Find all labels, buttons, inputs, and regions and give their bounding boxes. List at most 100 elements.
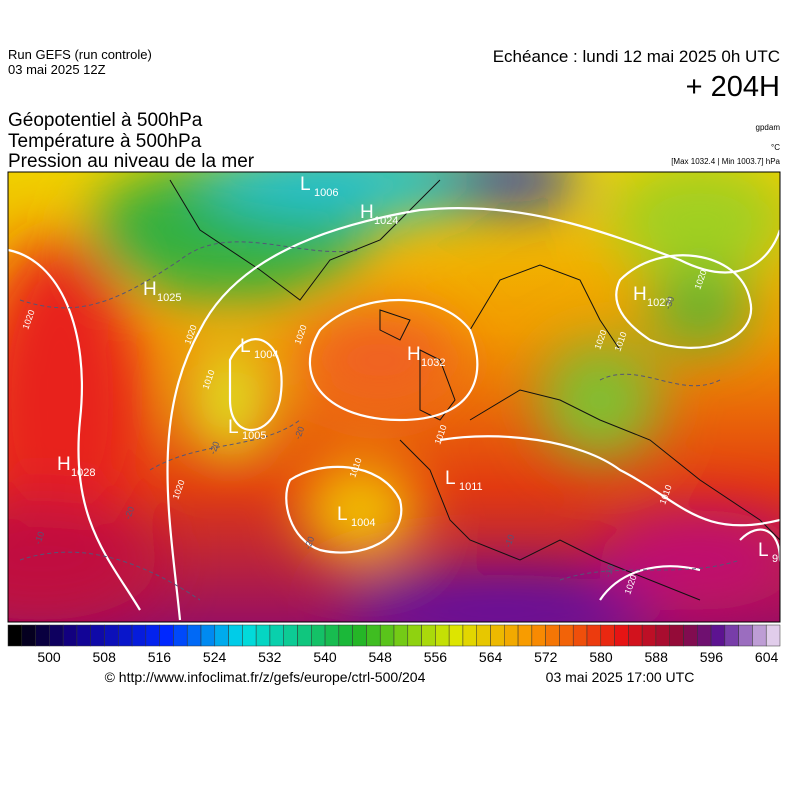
colorbar-label: 532	[258, 649, 282, 665]
colorbar-swatch	[283, 624, 298, 647]
colorbar-swatch	[297, 624, 312, 647]
colorbar-swatch	[21, 624, 36, 647]
colorbar-swatch	[311, 624, 326, 647]
isotherm-label: -30	[662, 295, 676, 311]
colorbar-swatch	[145, 624, 160, 647]
center-type: H	[360, 202, 374, 223]
center-pressure: 1028	[71, 467, 95, 479]
lead-time: + 204H	[686, 71, 780, 103]
colorbar-swatch	[435, 624, 450, 647]
colorbar-label: 596	[700, 649, 724, 665]
isotherm-label: -10	[32, 530, 46, 546]
colorbar-label: 524	[203, 649, 227, 665]
center-type: L	[758, 540, 769, 561]
center-type: L	[300, 174, 311, 195]
field-name: Température à 500hPa	[8, 131, 202, 152]
colorbar-swatch	[49, 624, 64, 647]
center-pressure: 1027	[647, 297, 671, 309]
colorbar-swatch	[600, 624, 615, 647]
colorbar-swatch	[490, 624, 505, 647]
colorbar-swatch	[476, 624, 491, 647]
colorbar-swatch	[186, 624, 202, 647]
center-pressure: 1006	[314, 187, 338, 199]
colorbar-swatch	[586, 624, 602, 647]
colorbar-swatch	[242, 624, 257, 647]
colorbar-swatch	[572, 624, 588, 647]
colorbar-swatch	[338, 624, 353, 647]
colorbar-swatch	[90, 624, 105, 647]
colorbar: 500 508 516 524 532 540 548 556 564 572 580 588 596 6…	[7, 624, 781, 665]
colorbar-swatch	[173, 624, 188, 647]
center-pressure: 1005	[242, 430, 266, 442]
colorbar-label: 500	[37, 649, 61, 665]
colorbar-swatch	[421, 624, 436, 647]
colorbar-label: 572	[534, 649, 558, 665]
colorbar-swatch	[407, 624, 422, 647]
run-date: 03 mai 2025 12Z	[8, 62, 106, 77]
colorbar-swatch	[545, 624, 560, 647]
colorbar-swatch	[697, 624, 712, 647]
center-pressure: 1032	[421, 357, 445, 369]
colorbar-swatch	[200, 624, 216, 647]
center-pressure: 1011	[459, 481, 483, 493]
unit: °C	[771, 143, 780, 152]
isotherm-label: -20	[207, 440, 221, 456]
isotherm-label: -10	[602, 563, 616, 579]
colorbar-swatch	[35, 624, 50, 647]
center-type: L	[337, 504, 348, 525]
colorbar-swatch	[366, 624, 381, 647]
colorbar-swatch	[641, 624, 657, 647]
colorbar-swatch	[448, 624, 464, 647]
center-pressure: 1004	[254, 349, 278, 361]
colorbar-swatch	[62, 624, 78, 647]
center-type: H	[57, 454, 71, 475]
colorbar-swatch	[628, 624, 643, 647]
colorbar-swatch	[559, 624, 574, 647]
center-type: H	[407, 344, 421, 365]
center-type: L	[445, 468, 456, 489]
isotherm-label: -20	[292, 425, 306, 441]
colorbar-swatch	[752, 624, 767, 647]
colorbar-swatch	[269, 624, 284, 647]
colorbar-swatch	[531, 624, 546, 647]
colorbar-label: 564	[479, 649, 503, 665]
colorbar-swatch	[710, 624, 726, 647]
colorbar-label: 580	[589, 649, 613, 665]
field-name: Pression au niveau de la mer	[8, 151, 255, 172]
issue-time: 03 mai 2025 17:00 UTC	[546, 669, 695, 685]
colorbar-label: 604	[755, 649, 779, 665]
isotherm-label: -10	[502, 533, 516, 549]
colorbar-swatch	[462, 624, 477, 647]
forecast-valid: Echéance : lundi 12 mai 2025 0h UTC	[493, 47, 780, 66]
colorbar-swatch	[517, 624, 533, 647]
colorbar-swatch	[724, 624, 739, 647]
colorbar-swatch	[159, 624, 174, 647]
colorbar-label: 516	[148, 649, 172, 665]
colorbar-swatch	[669, 624, 684, 647]
colorbar-swatch	[683, 624, 698, 647]
isobars	[8, 206, 780, 621]
colorbar-swatch	[352, 624, 367, 647]
colorbar-label: 540	[313, 649, 337, 665]
colorbar-swatch	[379, 624, 395, 647]
center-pressure: 1025	[157, 292, 181, 304]
unit: [Max 1032.4 | Min 1003.7] hPa	[671, 157, 780, 166]
center-type: H	[633, 284, 647, 305]
map-frame	[7, 171, 781, 623]
center-type: L	[240, 336, 251, 357]
colorbar-swatch	[228, 624, 243, 647]
colorbar-swatch	[614, 624, 629, 647]
field-name: Géopotentiel à 500hPa	[8, 110, 203, 131]
center-type: H	[143, 279, 157, 300]
colorbar-swatch	[131, 624, 147, 647]
colorbar-swatch	[504, 624, 519, 647]
colorbar-label: 556	[424, 649, 448, 665]
isotherms	[19, 241, 741, 601]
colorbar-swatch	[214, 624, 229, 647]
run-name: Run GEFS (run controle)	[8, 47, 152, 62]
center-pressure: 1004	[351, 517, 375, 529]
colorbar-swatch	[255, 624, 271, 647]
